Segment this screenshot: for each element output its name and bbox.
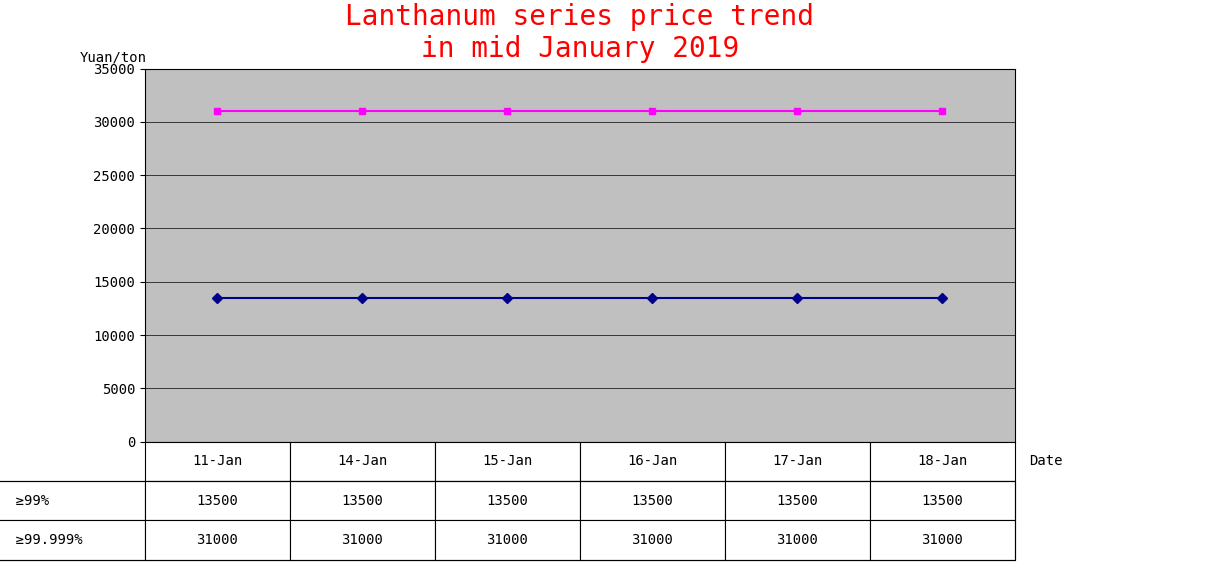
Text: 11-Jan: 11-Jan (192, 455, 243, 468)
Text: 31000: 31000 (632, 533, 673, 547)
Bar (580, 481, 725, 520)
Bar (870, 520, 1015, 560)
Text: Date: Date (1029, 455, 1063, 468)
Title: Lanthanum series price trend
in mid January 2019: Lanthanum series price trend in mid Janu… (345, 3, 814, 63)
Bar (725, 442, 870, 481)
Text: 14-Jan: 14-Jan (337, 455, 388, 468)
Text: La203  ≥99.999%: La203 ≥99.999% (0, 533, 82, 547)
Text: 31000: 31000 (922, 533, 963, 547)
Bar (435, 442, 580, 481)
Text: 13500: 13500 (922, 494, 963, 508)
Bar (0, 481, 145, 520)
Text: 15-Jan: 15-Jan (482, 455, 533, 468)
Bar (290, 520, 435, 560)
Bar (580, 442, 725, 481)
Bar (435, 520, 580, 560)
Text: 17-Jan: 17-Jan (772, 455, 823, 468)
Text: 31000: 31000 (342, 533, 383, 547)
Text: 31000: 31000 (197, 533, 238, 547)
Bar (145, 481, 290, 520)
Text: 13500: 13500 (632, 494, 673, 508)
Text: 31000: 31000 (487, 533, 528, 547)
Bar (870, 481, 1015, 520)
Bar (870, 442, 1015, 481)
Bar (290, 442, 435, 481)
Bar (580, 520, 725, 560)
Bar (725, 481, 870, 520)
Text: Yuan/ton: Yuan/ton (80, 51, 146, 65)
Text: 31000: 31000 (777, 533, 818, 547)
Bar (145, 442, 290, 481)
Bar (0, 481, 1015, 560)
Text: 16-Jan: 16-Jan (627, 455, 678, 468)
Text: 13500: 13500 (342, 494, 383, 508)
Bar (290, 481, 435, 520)
Text: 18-Jan: 18-Jan (917, 455, 968, 468)
Bar (0, 520, 145, 560)
Bar (145, 520, 290, 560)
Text: 13500: 13500 (487, 494, 528, 508)
Bar (725, 520, 870, 560)
Text: La203  ≥99%: La203 ≥99% (0, 494, 48, 508)
Text: 13500: 13500 (777, 494, 818, 508)
Bar (435, 481, 580, 520)
Text: 13500: 13500 (197, 494, 238, 508)
